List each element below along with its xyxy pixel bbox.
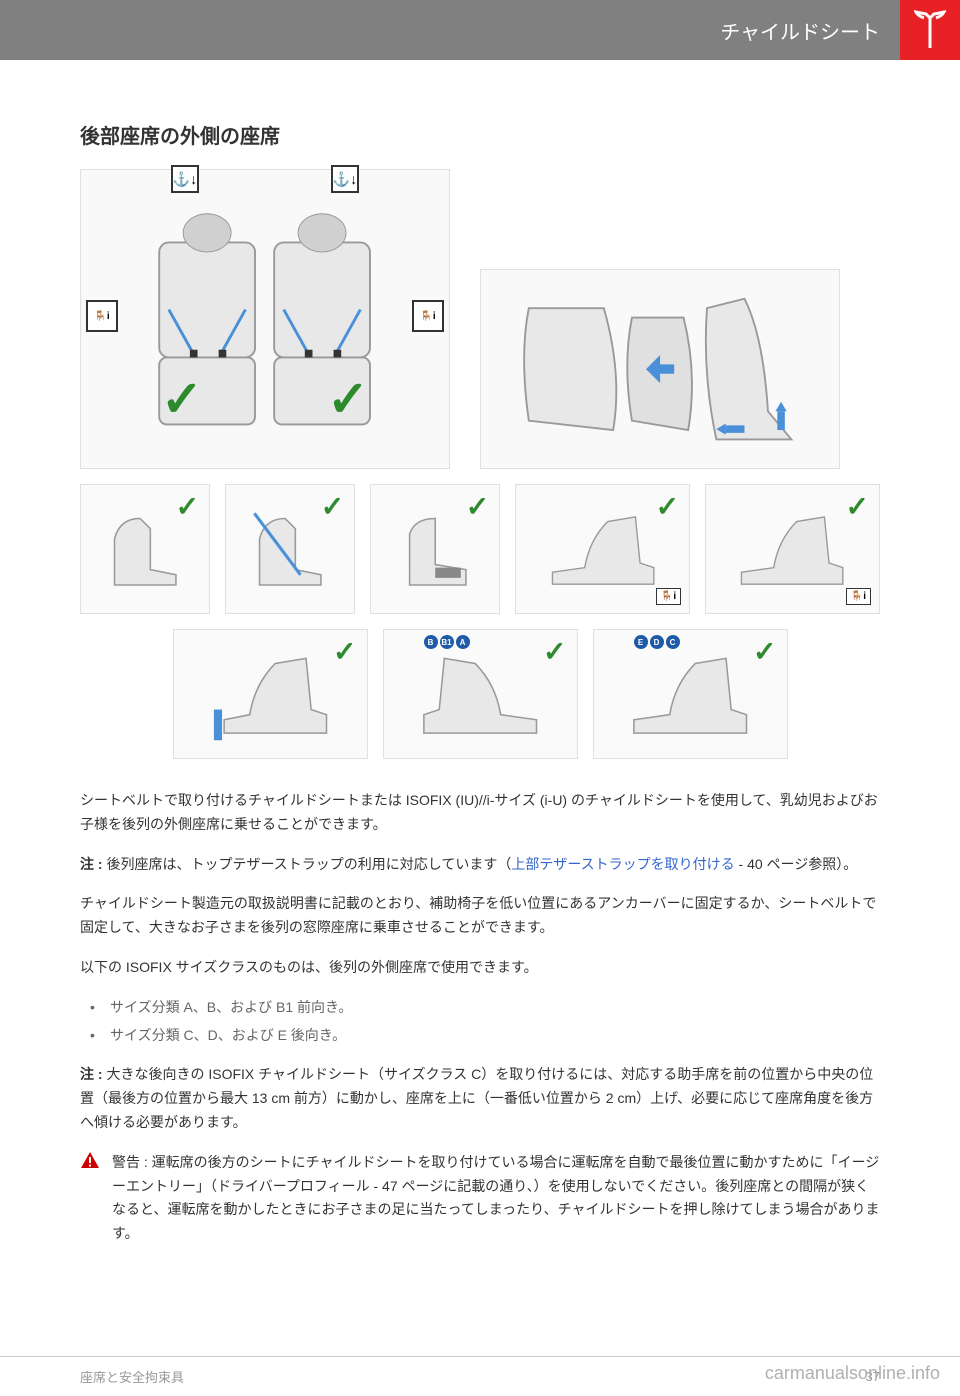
checkmark-icon: ✓ xyxy=(327,370,369,428)
child-seat-thumb: ✓ xyxy=(173,629,368,759)
warning-label: 警告 : xyxy=(112,1154,152,1170)
tether-icon: ⚓↓ xyxy=(331,165,359,193)
checkmark-icon: ✓ xyxy=(333,635,356,668)
bullet-list: サイズ分類 A、B、および B1 前向き。 サイズ分類 C、D、および E 後向… xyxy=(80,996,880,1048)
paragraph: シートベルトで取り付けるチャイルドシートまたは ISOFIX (IU)//i-サ… xyxy=(80,789,880,837)
size-badge: E xyxy=(634,635,648,649)
child-seat-thumb: B B1 A ✓ xyxy=(383,629,578,759)
paragraph: チャイルドシート製造元の取扱説明書に記載のとおり、補助椅子を低い位置にあるアンカ… xyxy=(80,892,880,940)
watermark: carmanualsonline.info xyxy=(765,1363,940,1384)
child-seat-thumb: ✓ xyxy=(370,484,500,614)
paragraph-note: 注 : 大きな後向きの ISOFIX チャイルドシート（サイズクラス C）を取り… xyxy=(80,1063,880,1134)
size-badge: A xyxy=(456,635,470,649)
size-badges: B B1 A xyxy=(424,635,470,649)
paragraph-note: 注 : 後列座席は、トップテザーストラップの利用に対応しています（上部テザースト… xyxy=(80,853,880,877)
child-seat-thumb: ✓ 🪑i xyxy=(515,484,690,614)
checkmark-icon: ✓ xyxy=(466,490,489,523)
checkmark-icon: ✓ xyxy=(543,635,566,668)
note-label: 注 : xyxy=(80,856,106,872)
footer-section-name: 座席と安全拘束具 xyxy=(80,1367,184,1386)
size-badge: B xyxy=(424,635,438,649)
list-item: サイズ分類 A、B、および B1 前向き。 xyxy=(80,996,880,1020)
size-badges: E D C xyxy=(634,635,680,649)
checkmark-icon: ✓ xyxy=(656,490,679,523)
section-title: 後部座席の外側の座席 xyxy=(80,120,880,149)
cross-reference-link[interactable]: ドライバープロフィール xyxy=(217,1178,370,1194)
seat-adjust-illustration xyxy=(499,280,821,458)
checkmark-icon: ✓ xyxy=(846,490,869,523)
warning-body: 」（ xyxy=(196,1178,217,1194)
main-illustrations-row: ⚓↓ ⚓↓ 🪑i 🪑i xyxy=(80,169,880,469)
warning-block: 警告 : 運転席の後方のシートにチャイルドシートを取り付けている場合に運転席を自… xyxy=(80,1151,880,1246)
paragraph: 以下の ISOFIX サイズクラスのものは、後列の外側座席で使用できます。 xyxy=(80,956,880,980)
isofix-label: 🪑i xyxy=(846,588,871,605)
checkmark-icon: ✓ xyxy=(321,490,344,523)
size-badge: D xyxy=(650,635,664,649)
tesla-logo xyxy=(900,0,960,60)
warning-icon xyxy=(80,1151,100,1169)
rear-seat-illustration xyxy=(99,185,430,453)
cross-reference-link[interactable]: 上部テザーストラップを取り付ける xyxy=(511,856,734,872)
note-label: 注 : xyxy=(80,1066,106,1082)
note-suffix: - 40 ページ参照）。 xyxy=(735,856,858,872)
warning-text: 警告 : 運転席の後方のシートにチャイルドシートを取り付けている場合に運転席を自… xyxy=(112,1151,880,1246)
checkmark-icon: ✓ xyxy=(161,370,203,428)
size-badge: B1 xyxy=(440,635,454,649)
child-seat-thumb: E D C ✓ xyxy=(593,629,788,759)
note-text: 大きな後向きの ISOFIX チャイルドシート（サイズクラス C）を取り付けるに… xyxy=(80,1066,873,1130)
header-title: チャイルドシート xyxy=(720,16,880,45)
isofix-icon: 🪑i xyxy=(412,300,444,332)
list-item: サイズ分類 C、D、および E 後向き。 xyxy=(80,1024,880,1048)
warning-body: 運転席の後方のシートにチャイルドシートを取り付けている場合に運転席を自動で最後位… xyxy=(152,1154,838,1170)
isofix-label: 🪑i xyxy=(656,588,681,605)
isofix-icon: 🪑i xyxy=(86,300,118,332)
tether-icon: ⚓↓ xyxy=(171,165,199,193)
note-text: 後列座席は、トップテザーストラップの利用に対応しています（ xyxy=(106,856,511,872)
seat-thumbnail-row-1: ✓ ✓ ✓ ✓ 🪑i ✓ 🪑i xyxy=(80,484,880,614)
child-seat-thumb: ✓ 🪑i xyxy=(705,484,880,614)
child-seat-thumb: ✓ xyxy=(225,484,355,614)
front-seat-adjust-diagram xyxy=(480,269,840,469)
tesla-logo-icon xyxy=(914,10,946,50)
size-badge: C xyxy=(666,635,680,649)
page-content: 後部座席の外側の座席 ⚓↓ ⚓↓ 🪑i 🪑i xyxy=(0,60,960,1266)
seat-thumbnail-row-2: ✓ B B1 A ✓ E D C ✓ xyxy=(80,629,880,759)
checkmark-icon: ✓ xyxy=(753,635,776,668)
child-seat-thumb: ✓ xyxy=(80,484,210,614)
illustration-area: ⚓↓ ⚓↓ 🪑i 🪑i xyxy=(80,169,880,759)
page-header: チャイルドシート xyxy=(0,0,960,60)
checkmark-icon: ✓ xyxy=(176,490,199,523)
rear-seats-diagram: ⚓↓ ⚓↓ 🪑i 🪑i xyxy=(80,169,450,469)
